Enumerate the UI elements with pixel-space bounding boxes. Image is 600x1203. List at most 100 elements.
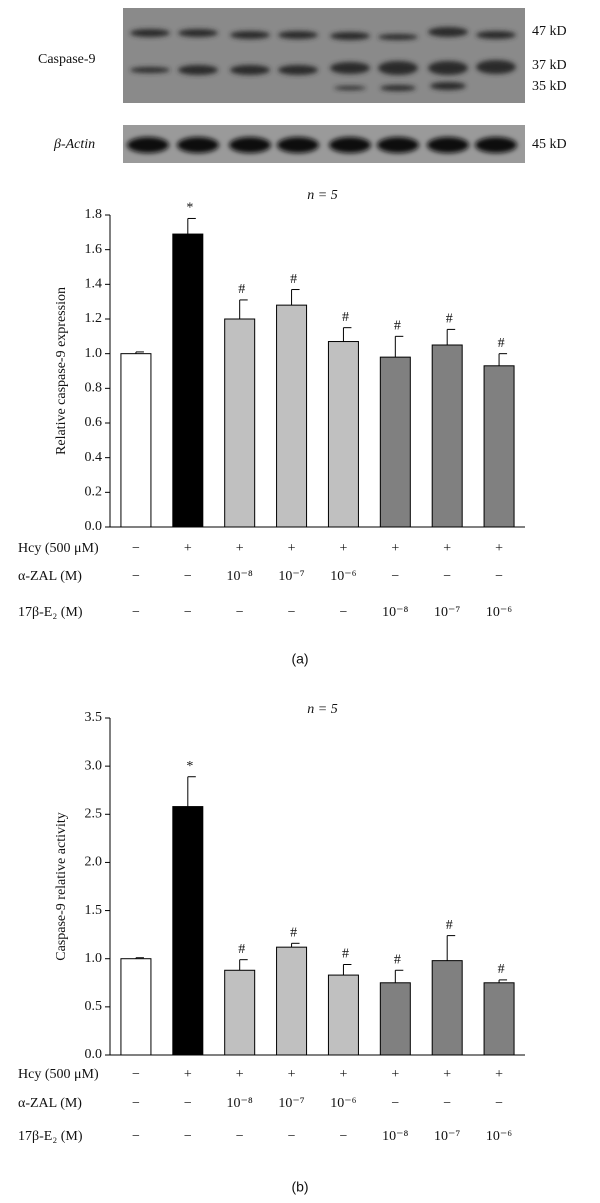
significance: # — [394, 952, 401, 967]
y-tick-label: 0.0 — [85, 519, 103, 534]
bar — [327, 341, 359, 528]
chart-title: n = 5 — [307, 188, 337, 203]
bar — [379, 356, 411, 528]
y-axis-label: Caspase-9 relative activity — [54, 812, 69, 961]
significance: # — [446, 312, 453, 327]
treatment-value: 10⁻⁶ — [486, 1129, 512, 1144]
treatment-value: − — [132, 605, 140, 620]
treatment-value: 10⁻⁶ — [486, 605, 512, 620]
bar — [483, 365, 515, 528]
treatment-value: + — [495, 1067, 503, 1082]
significance: # — [342, 310, 349, 325]
significance: # — [342, 947, 349, 962]
treatment-value: + — [391, 1067, 399, 1082]
treatment-value: − — [443, 1096, 451, 1111]
bar — [431, 344, 463, 528]
treatment-value: + — [184, 541, 192, 556]
treatment-value: − — [184, 1096, 192, 1111]
treatment-value: − — [236, 1129, 244, 1144]
treatment-value: 10⁻⁷ — [278, 1096, 304, 1111]
treatment-value: − — [132, 541, 140, 556]
chart-title: n = 5 — [307, 702, 337, 717]
treatment-value: 10⁻⁷ — [434, 605, 460, 620]
y-tick-label: 0.2 — [85, 485, 103, 500]
treatment-label: α-ZAL (M) — [18, 1096, 82, 1111]
treatment-value: + — [236, 541, 244, 556]
treatment-value: − — [391, 1096, 399, 1111]
y-tick-label: 1.5 — [85, 903, 103, 918]
bar — [327, 974, 359, 1056]
y-tick-label: 1.6 — [85, 242, 103, 257]
y-tick-label: 1.0 — [85, 346, 103, 361]
treatment-value: − — [132, 1096, 140, 1111]
treatment-value: − — [236, 605, 244, 620]
treatment-value: 10⁻⁶ — [330, 569, 356, 584]
y-tick-label: 0.5 — [85, 999, 103, 1014]
bar — [172, 806, 204, 1056]
treatment-value: − — [184, 1129, 192, 1144]
y-tick-label: 3.0 — [85, 758, 103, 773]
panel-label: (a) — [291, 651, 308, 667]
treatment-value: + — [495, 541, 503, 556]
blot-size: 35 kD — [532, 79, 567, 94]
treatment-value: 10⁻⁸ — [382, 605, 408, 620]
significance: # — [394, 319, 401, 334]
significance: # — [238, 282, 245, 297]
blot-actin — [123, 125, 525, 163]
y-tick-label: 0.6 — [85, 415, 103, 430]
treatment-value: 10⁻⁸ — [227, 1096, 253, 1111]
treatment-value: 10⁻⁸ — [227, 569, 253, 584]
treatment-value: 10⁻⁶ — [330, 1096, 356, 1111]
treatment-value: + — [236, 1067, 244, 1082]
treatment-label: 17β-E₂ (M) — [18, 1129, 83, 1144]
blot-size: 37 kD — [532, 58, 567, 73]
bar — [431, 960, 463, 1056]
treatment-value: − — [443, 569, 451, 584]
significance: # — [498, 962, 505, 977]
bar — [276, 946, 308, 1056]
blot-label: β-Actin — [53, 137, 95, 152]
bar — [224, 969, 256, 1056]
treatment-label: 17β-E₂ (M) — [18, 605, 83, 620]
treatment-value: 10⁻⁸ — [382, 1129, 408, 1144]
treatment-value: + — [184, 1067, 192, 1082]
treatment-value: − — [339, 1129, 347, 1144]
treatment-value: − — [184, 605, 192, 620]
significance: # — [446, 918, 453, 933]
blot-caspase — [123, 8, 525, 103]
treatment-value: 10⁻⁷ — [278, 569, 304, 584]
blot-label: Caspase-9 — [38, 52, 96, 67]
significance: * — [186, 201, 193, 216]
treatment-label: Hcy (500 μM) — [18, 1067, 99, 1082]
significance: # — [290, 272, 297, 287]
y-tick-label: 2.5 — [85, 807, 103, 822]
treatment-value: 10⁻⁷ — [434, 1129, 460, 1144]
treatment-value: − — [495, 569, 503, 584]
significance: # — [238, 942, 245, 957]
y-tick-label: 1.4 — [85, 277, 103, 292]
treatment-label: α-ZAL (M) — [18, 569, 82, 584]
y-tick-label: 0.8 — [85, 381, 103, 396]
y-tick-label: 1.0 — [85, 951, 103, 966]
treatment-value: − — [339, 605, 347, 620]
treatment-value: − — [132, 1129, 140, 1144]
y-tick-label: 1.8 — [85, 207, 103, 222]
bar — [120, 958, 152, 1056]
treatment-value: + — [339, 1067, 347, 1082]
y-tick-label: 1.2 — [85, 311, 103, 326]
bar — [276, 304, 308, 528]
bar — [172, 233, 204, 528]
treatment-label: Hcy (500 μM) — [18, 541, 99, 556]
y-tick-label: 3.5 — [85, 710, 103, 725]
bar — [224, 318, 256, 528]
blot-size: 45 kD — [532, 137, 567, 152]
significance: # — [498, 336, 505, 351]
y-tick-label: 2.0 — [85, 855, 103, 870]
y-tick-label: 0.0 — [85, 1047, 103, 1062]
bar — [483, 982, 515, 1056]
treatment-value: + — [443, 541, 451, 556]
treatment-value: − — [288, 605, 296, 620]
treatment-value: + — [288, 541, 296, 556]
